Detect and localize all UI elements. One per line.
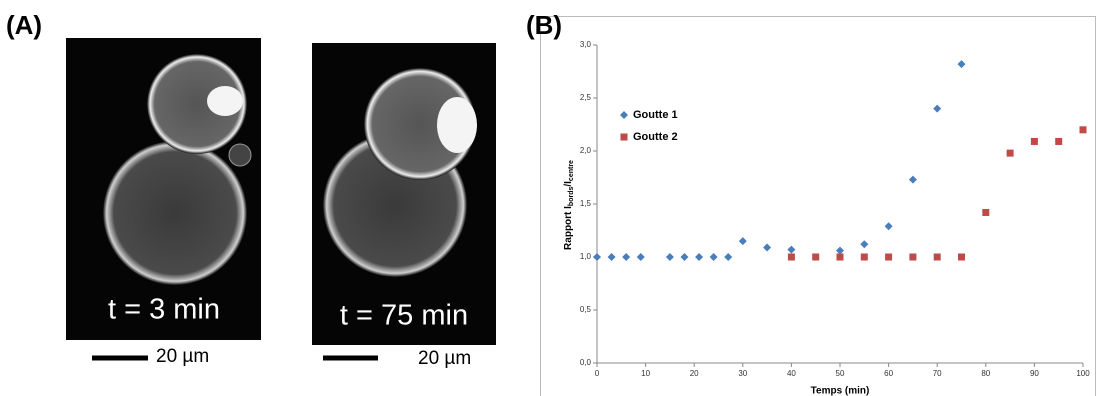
point bbox=[958, 253, 965, 261]
x-tick-label: 40 bbox=[787, 369, 796, 378]
x-tick-label: 10 bbox=[641, 369, 650, 378]
point bbox=[622, 253, 631, 261]
cell bbox=[147, 54, 247, 154]
point bbox=[1030, 137, 1038, 145]
x-axis-label: Temps (min) bbox=[811, 386, 870, 396]
point bbox=[738, 237, 747, 246]
point bbox=[885, 253, 893, 261]
point bbox=[933, 253, 941, 261]
legend-label: Goutte 1 bbox=[633, 109, 678, 121]
point bbox=[763, 243, 772, 252]
point bbox=[812, 253, 820, 261]
x-tick-label: 50 bbox=[836, 369, 845, 378]
point bbox=[908, 175, 917, 184]
y-tick-label: 1,0 bbox=[580, 252, 592, 261]
x-tick-label: 80 bbox=[981, 369, 990, 378]
cell-spot bbox=[437, 97, 477, 153]
image-caption: t = 75 min bbox=[340, 300, 468, 332]
point bbox=[1006, 149, 1014, 157]
y-label-part: /I bbox=[563, 181, 574, 187]
point bbox=[787, 245, 796, 254]
point bbox=[709, 253, 718, 261]
point bbox=[680, 253, 689, 261]
y-tick-label: 3,0 bbox=[580, 40, 592, 49]
point bbox=[593, 253, 601, 261]
point bbox=[884, 222, 893, 231]
point bbox=[860, 240, 869, 249]
y-label-part: centre bbox=[568, 160, 575, 181]
point bbox=[982, 208, 990, 216]
point bbox=[665, 253, 674, 261]
scale-label: 20 µm bbox=[418, 348, 471, 369]
panel-label: (B) bbox=[526, 10, 562, 40]
point bbox=[787, 253, 795, 261]
x-tick-label: 0 bbox=[595, 369, 600, 378]
cell bbox=[228, 143, 252, 167]
cell bbox=[103, 141, 247, 285]
scale-label: 20 µm bbox=[156, 346, 209, 367]
y-tick-label: 2,5 bbox=[580, 93, 592, 102]
point bbox=[607, 253, 616, 261]
y-tick-label: 0,0 bbox=[580, 358, 592, 367]
point bbox=[1055, 137, 1063, 145]
point bbox=[636, 253, 645, 261]
legend-label: Goutte 2 bbox=[633, 131, 678, 143]
y-label-part: Rapport I bbox=[563, 206, 574, 250]
y-axis-label: Rapport Ibords/Icentre bbox=[563, 160, 575, 250]
point bbox=[724, 253, 733, 261]
point bbox=[957, 60, 966, 69]
x-tick-label: 30 bbox=[738, 369, 747, 378]
point bbox=[933, 104, 942, 113]
x-tick-label: 100 bbox=[1076, 369, 1090, 378]
x-tick-label: 70 bbox=[933, 369, 942, 378]
image-caption: t = 3 min bbox=[108, 294, 220, 326]
chart-frame bbox=[540, 16, 1096, 396]
panel-label: (A) bbox=[6, 10, 42, 40]
legend-marker bbox=[620, 111, 628, 119]
y-tick-label: 1,5 bbox=[580, 199, 592, 208]
cell bbox=[364, 68, 476, 180]
x-tick-label: 20 bbox=[690, 369, 699, 378]
y-tick-label: 2,0 bbox=[580, 146, 592, 155]
cell-spot bbox=[207, 86, 243, 116]
x-tick-label: 90 bbox=[1030, 369, 1039, 378]
point bbox=[836, 246, 844, 255]
x-tick-label: 60 bbox=[884, 369, 893, 378]
y-label-part: bords bbox=[568, 187, 575, 207]
point bbox=[1079, 126, 1087, 134]
point bbox=[836, 253, 844, 261]
y-tick-label: 0,5 bbox=[580, 305, 592, 314]
legend-marker bbox=[620, 133, 628, 141]
point bbox=[909, 253, 917, 261]
point bbox=[695, 253, 704, 261]
point bbox=[860, 253, 868, 261]
